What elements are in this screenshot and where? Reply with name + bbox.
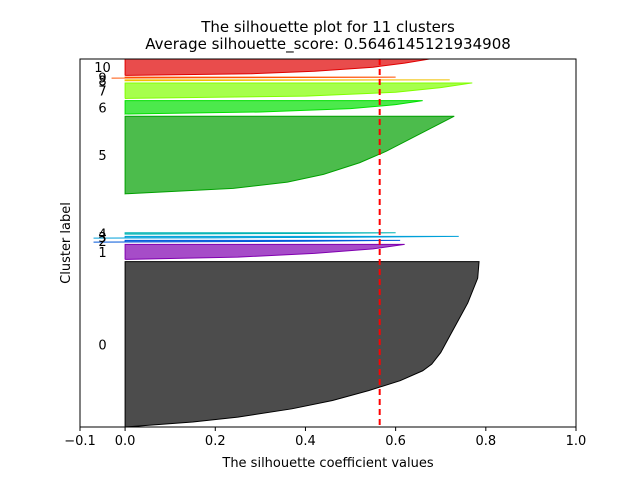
cluster-label-2: 2: [98, 235, 106, 250]
cluster-silhouette-10: [124, 59, 430, 76]
x-tick-label: 1.0: [566, 434, 587, 449]
cluster-label-3: 3: [98, 231, 106, 246]
cluster-silhouette-6: [124, 100, 423, 115]
x-axis-label: The silhouette coefficient values: [221, 456, 433, 471]
cluster-label-8: 8: [98, 74, 106, 89]
cluster-label-9: 9: [98, 72, 106, 87]
y-axis-label: Cluster label: [59, 202, 74, 284]
cluster-silhouette-3: [93, 235, 459, 239]
cluster-silhouette-9: [111, 76, 396, 79]
cluster-silhouette-8: [124, 79, 450, 82]
cluster-label-10: 10: [94, 61, 111, 76]
cluster-label-7: 7: [98, 85, 106, 100]
cluster-label-1: 1: [98, 246, 106, 261]
plot-frame: [79, 58, 577, 428]
x-tick-label: −0.1: [64, 434, 96, 449]
x-tick-label: 0.8: [475, 434, 496, 449]
cluster-silhouette-5: [124, 115, 455, 195]
x-tick-label: 0.0: [115, 434, 136, 449]
chart-title: The silhouette plot for 11 clusters: [200, 18, 455, 36]
cluster-label-5: 5: [98, 149, 106, 164]
cluster-silhouette-1: [124, 243, 405, 260]
cluster-label-4: 4: [98, 227, 106, 242]
x-tick-label: 0.4: [295, 434, 316, 449]
cluster-silhouette-2: [93, 239, 401, 243]
cluster-silhouette-7: [124, 82, 473, 100]
x-tick-label: 0.6: [385, 434, 406, 449]
chart-subtitle: Average silhouette_score: 0.564614512193…: [145, 35, 511, 54]
cluster-fills: [93, 59, 480, 427]
x-tick-label: 0.2: [205, 434, 226, 449]
cluster-label-0: 0: [98, 338, 106, 353]
cluster-label-6: 6: [98, 101, 106, 116]
cluster-silhouette-0: [124, 261, 480, 427]
cluster-silhouette-4: [124, 232, 396, 235]
